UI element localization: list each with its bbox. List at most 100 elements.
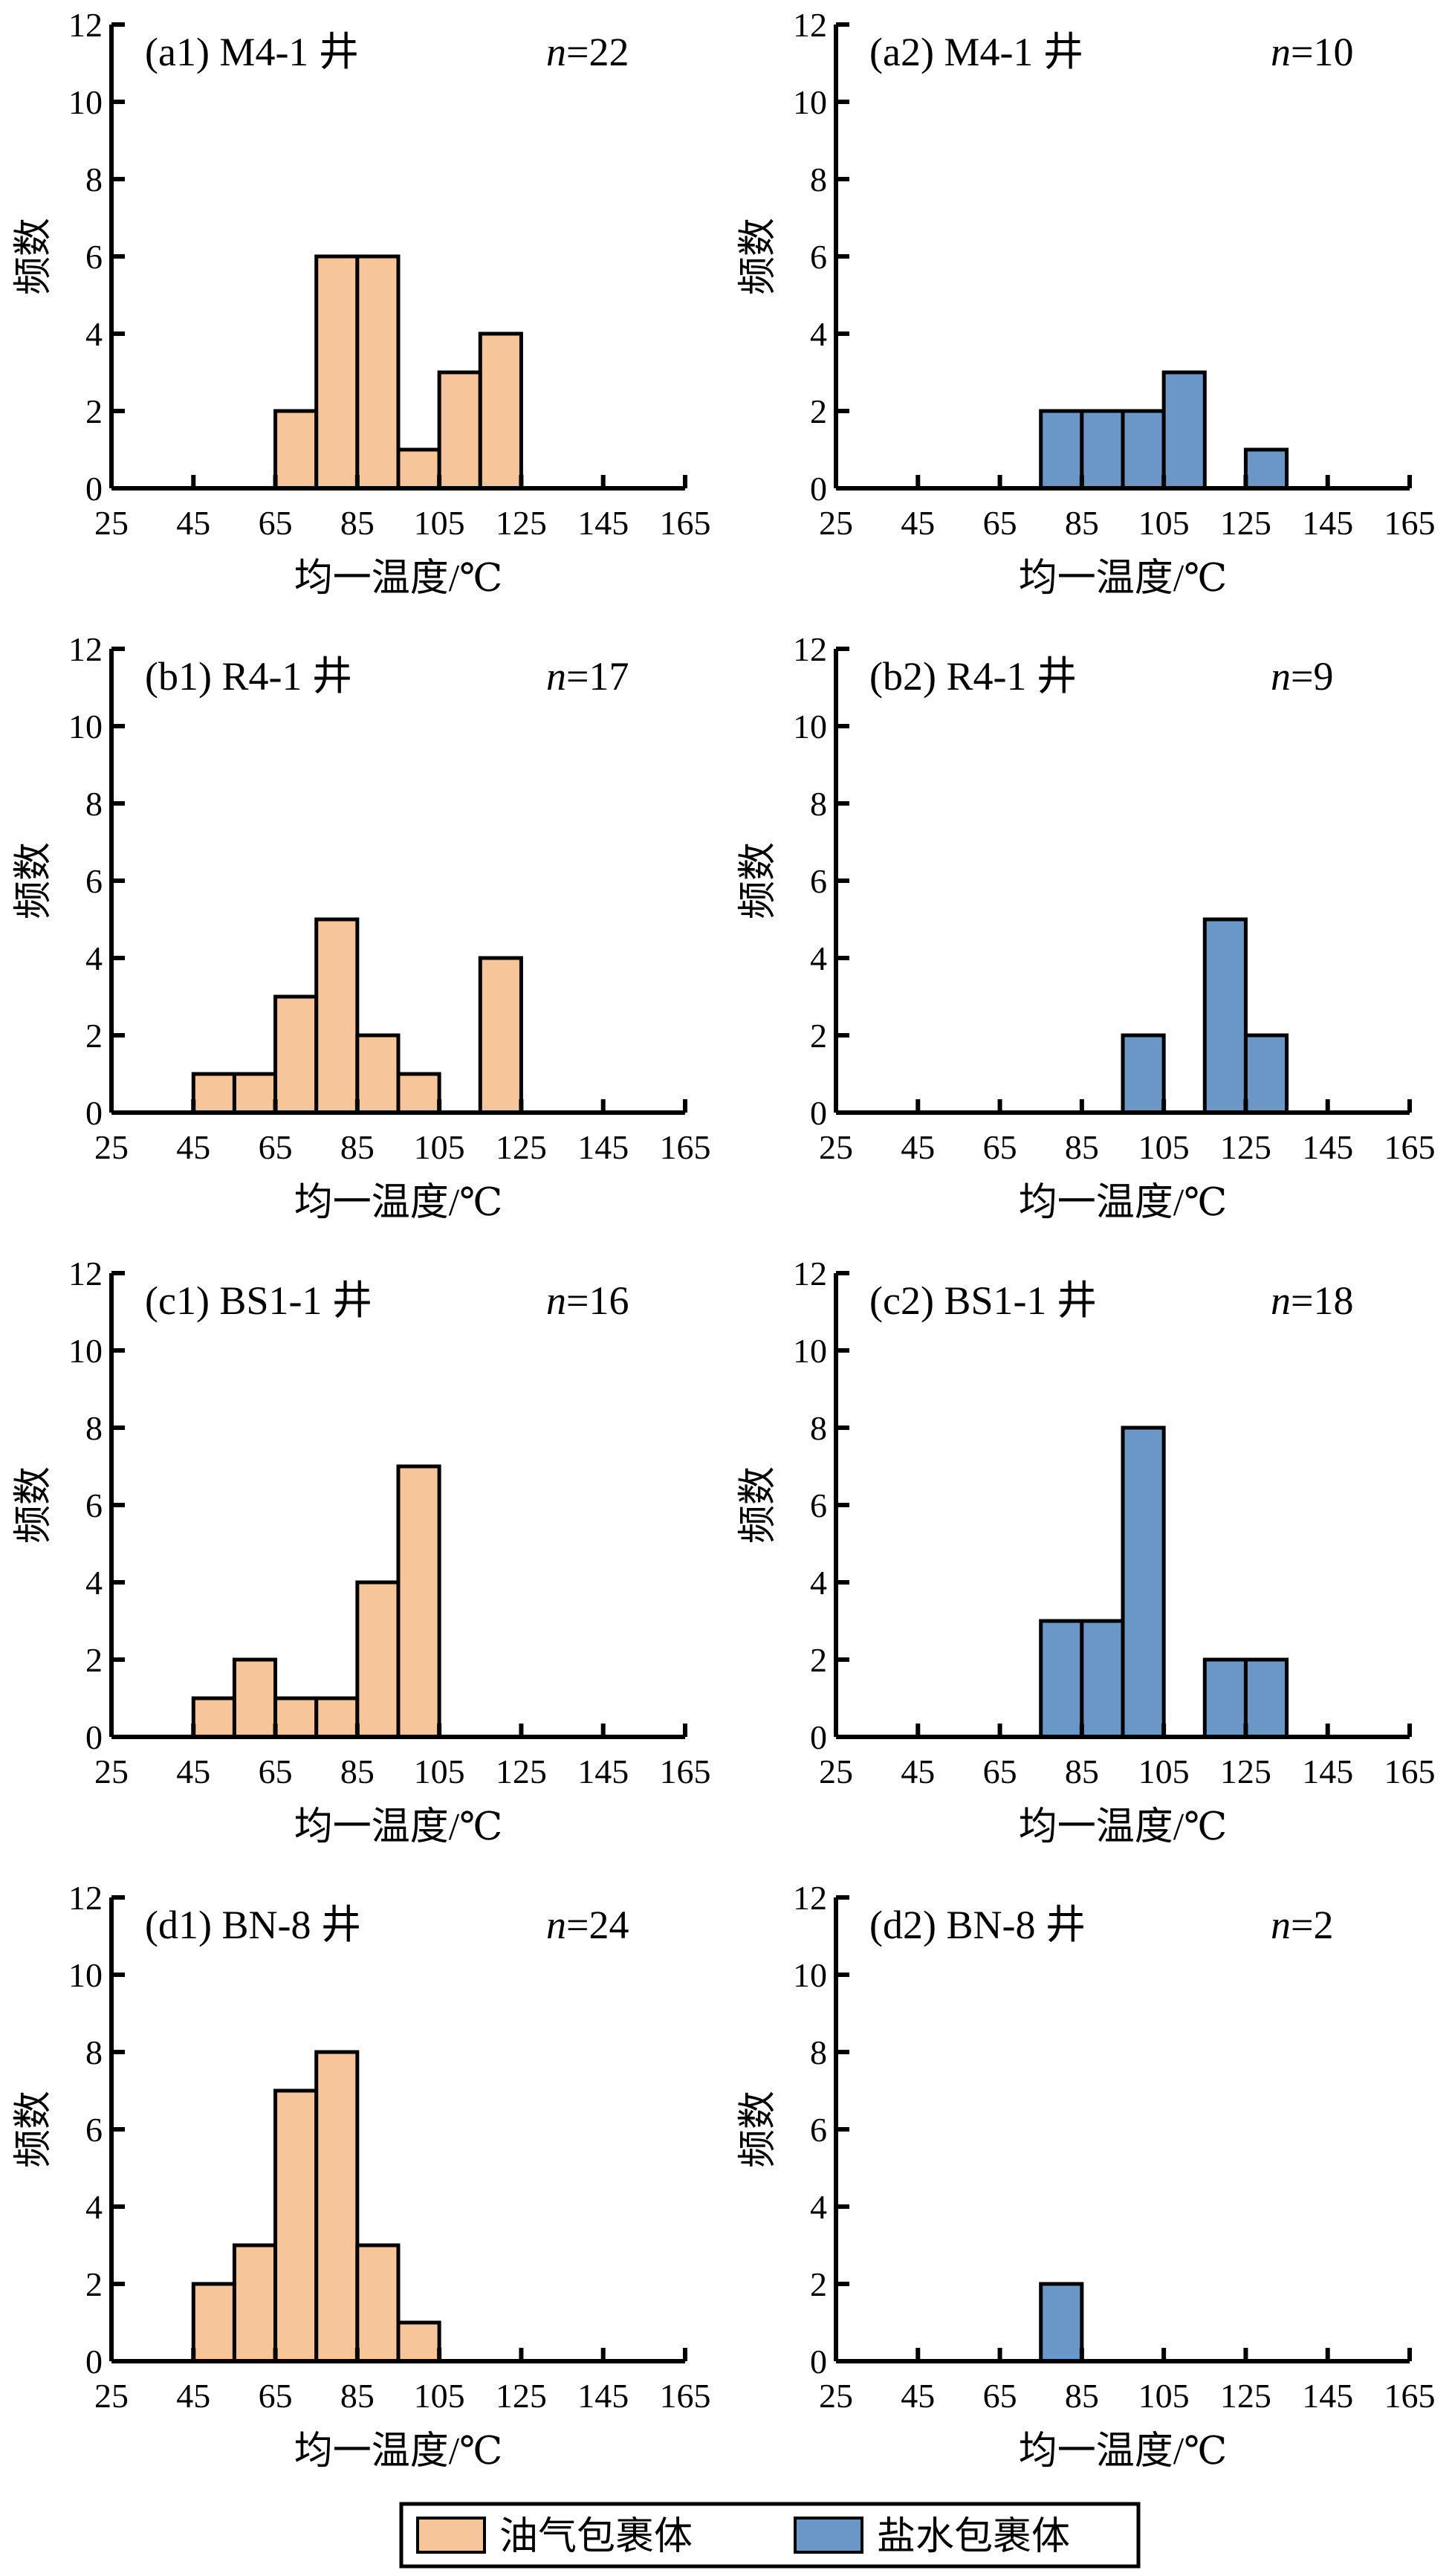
y-tick-label: 10 [793,1956,827,1994]
bar [1243,1033,1289,1115]
y-tick-label: 12 [793,1879,827,1917]
x-tick-label: 65 [259,1753,293,1790]
x-tick-label: 125 [1220,2377,1271,2415]
bar [396,2320,441,2363]
bar [191,1072,236,1115]
bar [396,1464,441,1739]
x-tick-label: 145 [577,1753,629,1790]
panel-title: (c1) BS1-1 井 [145,1278,372,1323]
y-axis-label: 频数 [737,218,780,295]
x-tick-label: 25 [819,504,853,542]
x-tick-label: 105 [414,1128,465,1166]
bar [191,2282,236,2363]
x-axis-label: 均一温度/℃ [1019,2430,1228,2473]
x-tick-label: 125 [496,1753,547,1790]
y-tick-label: 8 [85,785,103,823]
y-tick-label: 0 [810,1094,827,1132]
bar [355,254,401,491]
x-tick-label: 25 [819,1128,853,1166]
bar [1202,1657,1248,1739]
sample-count: n=24 [546,1903,629,1947]
x-tick-label: 105 [414,1753,465,1790]
panel-title: (d2) BN-8 井 [869,1903,1086,1947]
y-axis-label: 频数 [13,842,55,919]
y-tick-label: 0 [85,1094,103,1132]
x-tick-label: 85 [1065,1753,1099,1790]
sample-count: n=17 [546,654,629,699]
legend-swatch [416,2517,486,2554]
x-tick-label: 105 [414,504,465,542]
y-tick-label: 2 [810,1641,827,1679]
x-tick-label: 25 [94,1128,129,1166]
panel-b2: 25 45 65 85 105 125 145 165 0 2 4 6 8 10 12 均一温度/℃ 频数 (b2… [737,630,1436,1224]
y-tick-label: 0 [85,1718,103,1756]
x-tick-label: 165 [660,2377,711,2415]
y-tick-label: 4 [85,1564,103,1602]
y-tick-label: 2 [85,2265,103,2303]
x-tick-label: 25 [94,2377,129,2415]
x-tick-label: 45 [176,2377,210,2415]
sample-count: n=16 [546,1278,629,1323]
y-axis-label: 频数 [13,218,55,295]
bar [273,409,319,491]
y-tick-label: 8 [810,161,827,198]
x-tick-label: 65 [983,1753,1017,1790]
x-axis-label: 均一温度/℃ [1019,1182,1228,1224]
y-tick-label: 12 [68,1255,103,1292]
y-tick-label: 4 [810,2188,827,2226]
panel-title: (a2) M4-1 井 [869,30,1083,74]
bar [314,1696,360,1739]
y-axis-label: 频数 [737,2091,780,2168]
x-tick-label: 145 [1302,504,1353,542]
panel-c2: 25 45 65 85 105 125 145 165 0 2 4 6 8 10 12 均一温度/℃ 频数 (c2… [737,1255,1436,1848]
x-tick-label: 165 [1384,2377,1436,2415]
y-tick-label: 10 [68,83,103,121]
x-tick-label: 125 [1220,1128,1271,1166]
x-axis-label: 均一温度/℃ [294,1806,503,1848]
x-tick-label: 65 [259,504,293,542]
bar [314,2050,360,2363]
y-tick-label: 8 [810,2033,827,2071]
x-axis-label: 均一温度/℃ [294,1182,503,1224]
x-axis-label: 均一温度/℃ [294,557,503,600]
x-tick-label: 25 [94,1753,129,1790]
bar [1121,1033,1166,1115]
bar [314,917,360,1115]
y-axis-label: 频数 [13,2091,55,2168]
x-tick-label: 165 [660,1753,711,1790]
x-tick-label: 105 [1138,2377,1190,2415]
x-tick-label: 165 [660,504,711,542]
legend: 油气包裹体 盐水包裹体 [399,2502,1141,2569]
x-tick-label: 85 [340,504,375,542]
y-tick-label: 2 [85,392,103,430]
y-tick-label: 4 [810,315,827,353]
x-tick-label: 145 [1302,2377,1353,2415]
x-tick-label: 125 [1220,504,1271,542]
bar [1161,370,1207,491]
bar [478,956,523,1115]
x-tick-label: 85 [1065,2377,1099,2415]
panel-a2: 25 45 65 85 105 125 145 165 0 2 4 6 8 10 12 均一温度/℃ 频数 (a2… [737,6,1436,600]
bar [396,1072,441,1115]
x-tick-label: 25 [819,1753,853,1790]
legend-swatch [794,2517,863,2554]
legend-box [399,2502,1141,2569]
x-tick-label: 45 [901,1128,935,1166]
panel-a1: 25 45 65 85 105 125 145 165 0 2 4 6 8 10 12 均一温度/℃ 频数 (a1… [13,6,711,600]
bar [1243,447,1289,491]
x-tick-label: 105 [1138,1753,1190,1790]
bar [1202,917,1248,1115]
y-tick-label: 4 [85,2188,103,2226]
bar [437,370,482,491]
bar [355,1580,401,1739]
x-tick-label: 125 [496,504,547,542]
panel-title: (b1) R4-1 井 [145,654,352,699]
y-tick-label: 12 [68,630,103,668]
y-tick-label: 6 [85,1486,103,1524]
y-tick-label: 10 [68,708,103,745]
x-tick-label: 105 [1138,1128,1190,1166]
y-tick-label: 12 [68,6,103,44]
x-tick-label: 165 [660,1128,711,1166]
sample-count: n=18 [1271,1278,1353,1323]
